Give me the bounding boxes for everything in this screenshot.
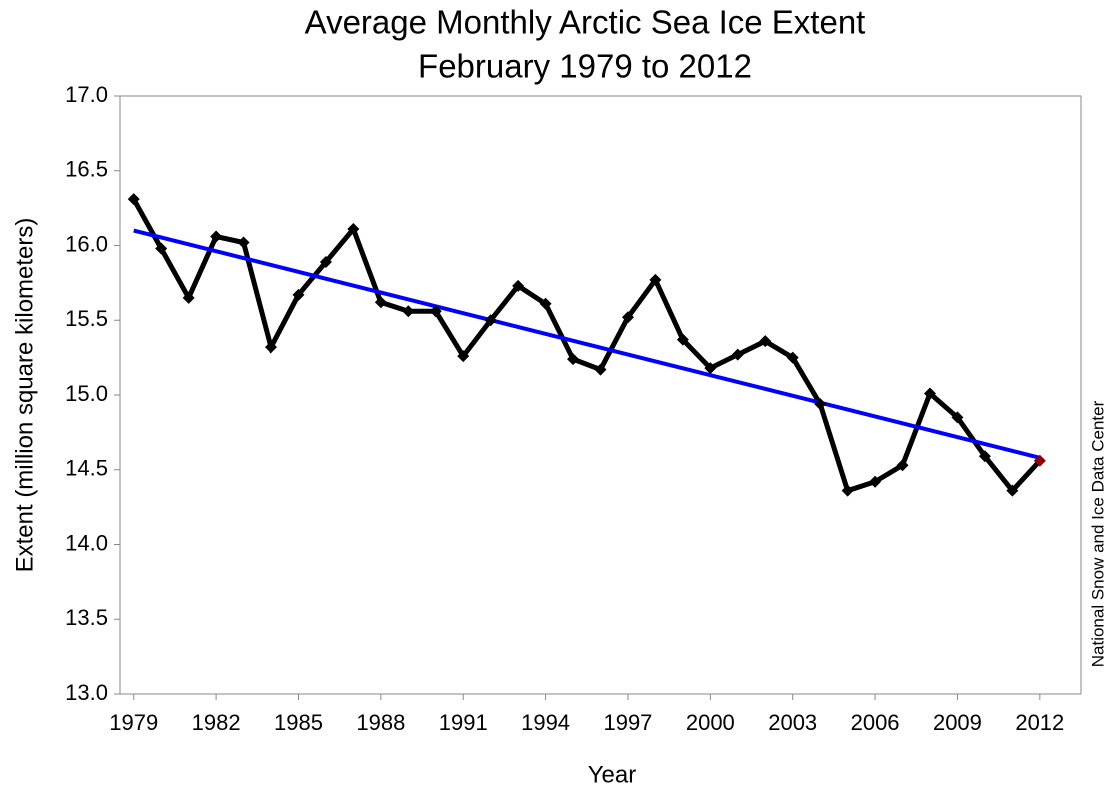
y-tick-label: 14.5 — [65, 456, 108, 481]
data-marker — [923, 387, 936, 400]
data-marker — [621, 311, 634, 324]
x-tick-label: 1979 — [109, 710, 158, 735]
data-marker — [539, 297, 552, 310]
y-tick-label: 16.5 — [65, 157, 108, 182]
x-tick-label: 1988 — [356, 710, 405, 735]
data-marker — [429, 305, 442, 318]
x-tick-label: 2009 — [933, 710, 982, 735]
data-marker — [594, 363, 607, 376]
y-tick-label: 14.0 — [65, 530, 108, 555]
data-marker — [731, 348, 744, 361]
source-note: National Snow and Ice Data Center — [1088, 400, 1107, 667]
data-marker — [759, 335, 772, 348]
data-marker — [402, 305, 415, 318]
data-marker — [457, 350, 470, 363]
data-marker — [512, 279, 525, 292]
data-marker — [869, 475, 882, 488]
x-tick-label: 2003 — [768, 710, 817, 735]
x-tick-label: 1994 — [521, 710, 570, 735]
data-marker — [347, 223, 360, 236]
trend-line — [133, 228, 1041, 460]
plot-frame — [119, 95, 1082, 695]
y-tick-label: 15.0 — [65, 381, 108, 406]
data-line — [131, 197, 1042, 495]
data-marker — [319, 255, 332, 268]
x-tick-label: 2000 — [686, 710, 735, 735]
data-marker — [155, 242, 168, 255]
data-marker — [649, 273, 662, 286]
data-marker — [786, 351, 799, 364]
x-tick-label: 1982 — [192, 710, 241, 735]
chart-title: Average Monthly Arctic Sea Ice Extent — [305, 4, 866, 41]
data-marker — [484, 314, 497, 327]
data-marker — [951, 411, 964, 424]
data-marker — [182, 291, 195, 304]
data-marker — [567, 353, 580, 366]
data-marker — [978, 450, 991, 463]
data-marker — [896, 459, 909, 472]
x-tick-label: 1997 — [603, 710, 652, 735]
data-marker — [1033, 454, 1046, 467]
data-marker — [841, 484, 854, 497]
y-tick-label: 16.0 — [65, 231, 108, 256]
x-tick-label: 2012 — [1015, 710, 1064, 735]
data-marker — [676, 333, 689, 346]
data-marker — [210, 230, 223, 243]
data-marker — [265, 341, 278, 354]
data-marker — [374, 296, 387, 309]
data-marker — [814, 397, 827, 410]
data-marker — [127, 193, 140, 206]
y-tick-label: 15.5 — [65, 306, 108, 331]
data-marker — [1006, 484, 1019, 497]
data-marker — [292, 288, 305, 301]
y-axis-label: Extent (million square kilometers) — [11, 218, 38, 573]
x-axis-label: Year — [588, 761, 637, 788]
y-tick-label: 13.0 — [65, 680, 108, 705]
y-tick-label: 17.0 — [65, 82, 108, 107]
chart-subtitle: February 1979 to 2012 — [418, 48, 752, 85]
data-marker — [237, 236, 250, 249]
x-tick-label: 1991 — [439, 710, 488, 735]
y-tick-label: 13.5 — [65, 605, 108, 630]
x-tick-label: 2006 — [851, 710, 900, 735]
data-marker — [704, 362, 717, 375]
x-tick-label: 1985 — [274, 710, 323, 735]
